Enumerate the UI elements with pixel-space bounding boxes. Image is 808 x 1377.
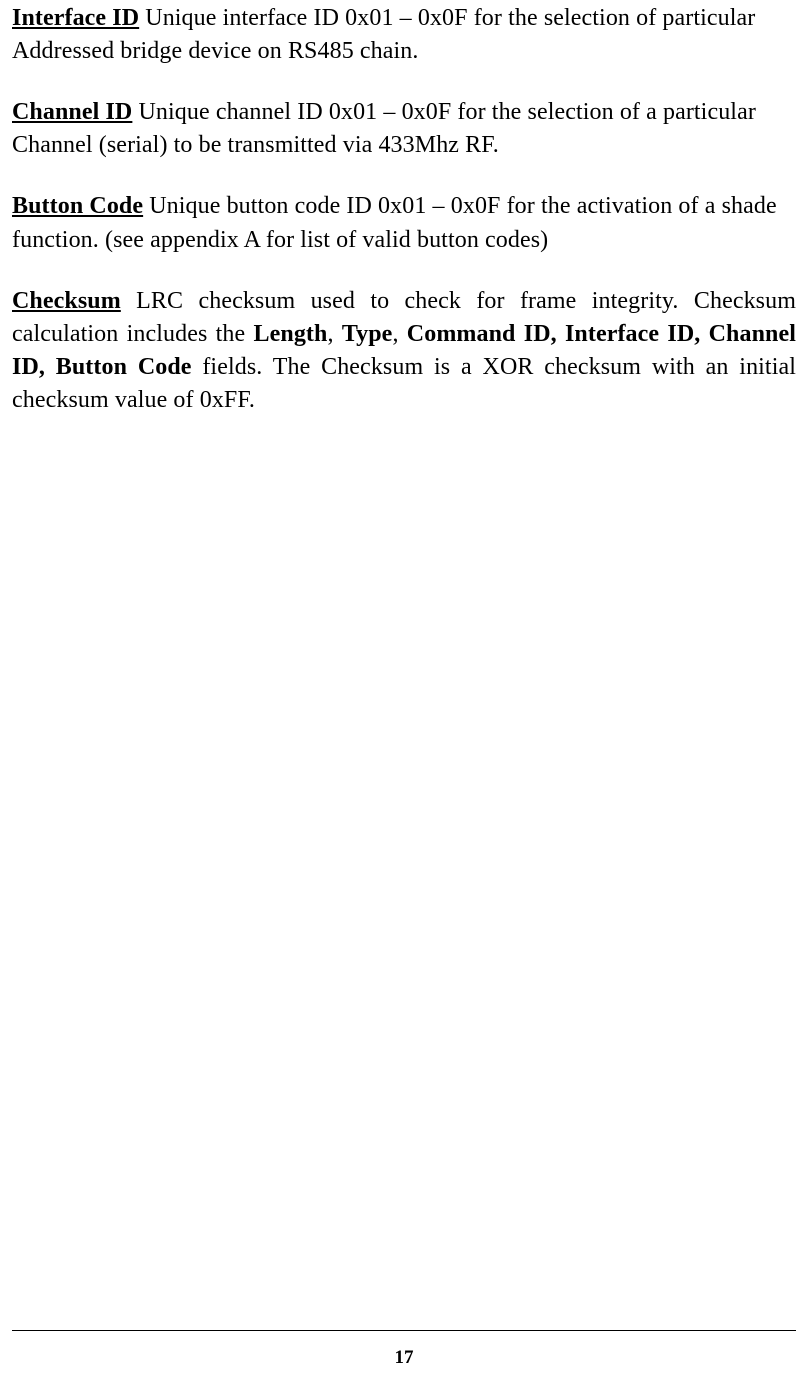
paragraph-interface-id: Interface ID Unique interface ID 0x01 – … (12, 2, 796, 68)
page-footer: 17 (0, 1330, 808, 1369)
comma1: , (327, 321, 341, 347)
heading-button-code: Button Code (12, 193, 143, 219)
paragraph-channel-id: Channel ID Unique channel ID 0x01 – 0x0F… (12, 96, 796, 162)
page-number: 17 (0, 1347, 808, 1369)
footer-divider (12, 1330, 796, 1331)
page-content: Interface ID Unique interface ID 0x01 – … (12, 0, 796, 417)
heading-checksum: Checksum (12, 288, 121, 314)
paragraph-checksum: Checksum LRC checksum used to check for … (12, 285, 796, 417)
bold-length: Length (254, 321, 328, 347)
comma2: , (392, 321, 406, 347)
bold-type: Type (342, 321, 393, 347)
heading-interface-id: Interface ID (12, 5, 139, 31)
heading-channel-id: Channel ID (12, 99, 132, 125)
paragraph-button-code: Button Code Unique button code ID 0x01 –… (12, 190, 796, 256)
